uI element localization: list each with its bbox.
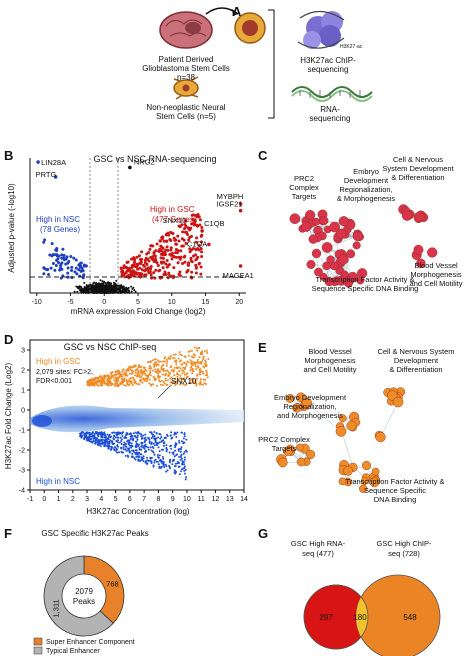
- network-e-node: [343, 466, 352, 475]
- rna-label-line1: RNA-: [320, 105, 340, 114]
- network-e-cluster-label-11: Transcription Factor Activity &: [346, 477, 445, 486]
- venn-left-title-line2: seq (477): [302, 549, 334, 558]
- network-c-cluster-label-14: and Cell Motility: [410, 279, 463, 288]
- network-c-node: [312, 249, 321, 258]
- network-e-cluster-label-9: PRC2 Complex: [258, 435, 310, 444]
- network-c-cluster-label-2: & Differentiation: [391, 173, 444, 182]
- network-c-node: [307, 260, 315, 268]
- network-c-cluster-label-1: System Development: [382, 164, 454, 173]
- network-c-cluster-label-0: Cell & Nervous: [393, 155, 443, 164]
- network-e-node: [306, 450, 315, 459]
- network-c-cluster-label-13: Morphogenesis: [410, 270, 462, 279]
- network-e-cluster-label-13: DNA Binding: [374, 495, 417, 504]
- venn-right-only-count: 548: [403, 613, 417, 622]
- network-c-node: [330, 262, 338, 270]
- network-e-node: [296, 444, 303, 451]
- normal-label-line1: Non-neoplastic Neural: [146, 103, 225, 112]
- venn-right-title-line1: GSC High ChIP-: [376, 539, 432, 548]
- network-c-node: [320, 216, 329, 225]
- network-c-cluster-label-7: Development: [344, 176, 389, 185]
- nucleosome-icon: [298, 11, 344, 49]
- network-c-cluster-label-8: Regionalization,: [339, 185, 392, 194]
- network-c-node: [309, 235, 318, 244]
- network-c-node: [301, 222, 311, 232]
- network-e-cluster-label-4: Development: [394, 356, 439, 365]
- network-c-node: [305, 210, 315, 220]
- network-e-node: [376, 432, 386, 442]
- network-e-cluster-label-7: Regionalization,: [283, 402, 336, 411]
- bracket-divider: [268, 10, 274, 118]
- network-e-node: [347, 421, 357, 431]
- network-c-node: [322, 242, 332, 252]
- gsc-cell-icon: [235, 13, 265, 43]
- venn-left-title-line1: GSC High RNA-: [291, 539, 346, 548]
- network-c-cluster-label-9: & Morphogenesis: [337, 194, 396, 203]
- network-c-node: [313, 218, 320, 225]
- patient-label-line2: Glioblastoma Stem Cells: [142, 64, 230, 73]
- network-c-node: [336, 229, 346, 239]
- rna-strand-icon: [292, 87, 372, 101]
- network-c-cluster-label-4: Complex: [289, 183, 319, 192]
- panel-a-schematic: Patient Derived Glioblastoma Stem Cells …: [0, 0, 474, 130]
- network-c-cluster-label-10: Transcription Factor Activity &: [316, 275, 415, 284]
- network-e-cluster-label-0: Blood Vessel: [308, 347, 352, 356]
- network-e-cluster-label-12: Sequence Specific: [364, 486, 426, 495]
- network-e-cluster-label-8: and Morphogenesis: [277, 411, 343, 420]
- venn-right-circle: [356, 575, 440, 656]
- network-e-edge: [381, 402, 399, 437]
- network-e-cluster-label-5: & Differentiation: [389, 365, 442, 374]
- network-c-cluster-label-11: Sequence Specific DNA Binding: [312, 284, 419, 293]
- patient-label-line1: Patient Derived: [159, 55, 214, 64]
- network-c-node: [339, 216, 349, 226]
- brain-icon: [160, 12, 212, 48]
- venn-left-only-count: 297: [319, 613, 333, 622]
- network-e-node: [372, 468, 379, 475]
- venn-right-title-line2: seq (728): [388, 549, 420, 558]
- network-c-cluster-label-12: Blood Vessel: [414, 261, 458, 270]
- network-c-node: [427, 248, 437, 258]
- network-e-node: [393, 397, 403, 407]
- network-e-cluster-label-6: Embryo Development: [274, 393, 347, 402]
- network-c-node: [353, 242, 361, 250]
- network-c-node: [338, 254, 348, 264]
- patient-n-label: n=38: [177, 73, 196, 82]
- network-e-node: [278, 458, 287, 467]
- network-c-node: [353, 231, 363, 241]
- network-c-cluster-label-6: Embryo: [353, 167, 379, 176]
- network-e-node: [336, 426, 346, 436]
- rna-label-line2: sequencing: [310, 114, 351, 123]
- network-c-node: [414, 245, 423, 254]
- network-c-node: [290, 214, 300, 224]
- chip-label-line1: H3K27ac ChIP-: [300, 56, 356, 65]
- network-e-node: [297, 458, 305, 466]
- normal-label-line2: Stem Cells (n=5): [156, 112, 216, 121]
- network-c-node: [402, 211, 412, 221]
- chip-mark-label: H3K27-ac: [340, 44, 363, 50]
- network-e-cluster-label-1: Morphogenesis: [304, 356, 356, 365]
- panel-g-venn: GSC High RNA- seq (477) GSC High ChIP- s…: [0, 526, 474, 656]
- network-e-cluster-label-3: Cell & Nervous System: [377, 347, 454, 356]
- network-c-cluster-label-5: Targets: [292, 192, 317, 201]
- network-e-node: [362, 461, 371, 470]
- venn-overlap-count: 180: [353, 613, 367, 622]
- network-e-cluster-label-2: and Cell Motility: [304, 365, 357, 374]
- network-c-cluster-label-3: PRC2: [294, 174, 314, 183]
- network-e-cluster-label-10: Targets: [272, 444, 297, 453]
- network-c-node: [414, 212, 424, 222]
- chip-label-line2: sequencing: [308, 65, 349, 74]
